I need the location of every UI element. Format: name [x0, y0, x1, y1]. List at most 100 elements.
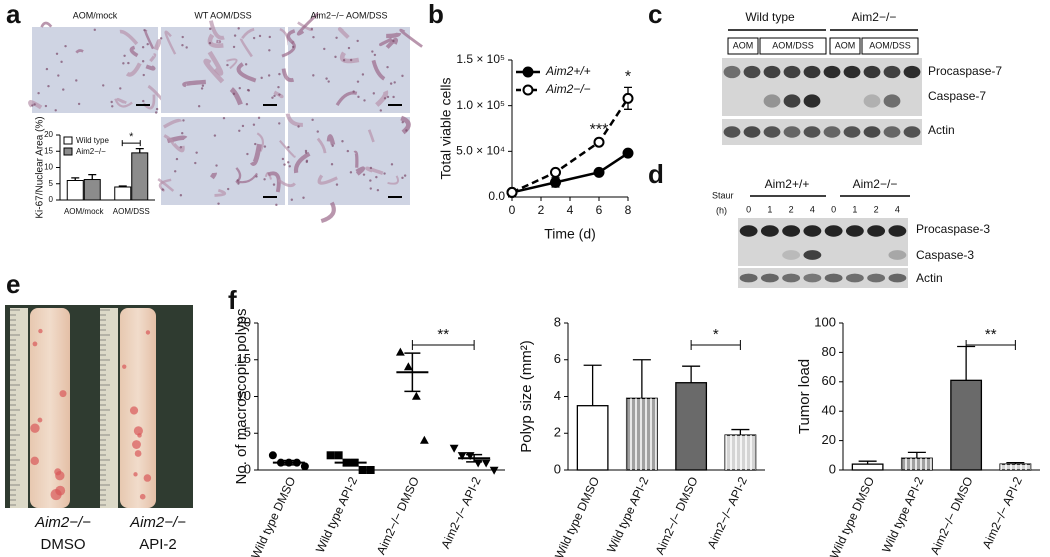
nucleus: [389, 82, 393, 85]
tissue: [267, 171, 281, 193]
error-bar: [907, 451, 926, 459]
blot-treatment: AOM/DSS: [869, 40, 911, 50]
bar: [675, 382, 708, 471]
nucleus: [185, 46, 188, 49]
blot: [738, 268, 908, 288]
bar: [131, 152, 149, 201]
x-tick-label: Wild type DMSO: [827, 475, 877, 557]
nucleus: [386, 65, 389, 69]
band: [845, 273, 864, 283]
nucleus: [263, 178, 266, 181]
nucleus: [278, 122, 281, 125]
image-title: AOM/mock: [73, 10, 118, 20]
y-tick-label: 2: [554, 425, 561, 440]
nucleus: [222, 116, 226, 120]
nucleus: [304, 149, 308, 153]
y-tick-label: 4: [554, 388, 561, 403]
tissue: [238, 172, 258, 184]
band: [783, 126, 801, 138]
polyp: [145, 330, 151, 335]
tissue: [385, 37, 398, 49]
blot-group: Aim2−/−: [852, 10, 897, 24]
error-bar: [632, 359, 651, 399]
tissue: [207, 50, 224, 76]
band: [723, 126, 741, 138]
tissue: [125, 62, 142, 77]
tissue: [353, 150, 359, 168]
y-tick-label: 8: [554, 314, 561, 329]
point: [358, 466, 367, 474]
nucleus: [327, 80, 330, 83]
tissue: [296, 12, 320, 36]
band: [763, 126, 781, 138]
blot-group: Aim2−/−: [853, 177, 898, 191]
x-tick-label: AOM/DSS: [113, 207, 150, 216]
significance-label: *: [625, 69, 631, 86]
nucleus: [246, 88, 250, 92]
significance-bracket: [690, 340, 741, 350]
blot-time: 0: [831, 204, 836, 214]
bar: [851, 463, 884, 471]
band: [723, 65, 741, 79]
nucleus: [271, 96, 274, 99]
tissue: [316, 137, 327, 154]
nucleus: [179, 146, 182, 149]
nucleus: [119, 87, 122, 90]
nucleus: [31, 104, 34, 107]
legend-label: Wild type: [76, 136, 109, 145]
band: [739, 273, 758, 283]
x-tick-label: Aim2−/− API-2: [980, 474, 1026, 550]
nucleus: [383, 172, 386, 175]
band: [823, 65, 841, 79]
nucleus: [200, 87, 204, 90]
x-tick-label: 4: [567, 203, 574, 217]
legend-marker: [522, 84, 534, 96]
nucleus: [213, 134, 217, 137]
tissue: [379, 37, 393, 47]
micrograph: [161, 117, 285, 205]
point: [622, 92, 634, 104]
band: [743, 126, 761, 138]
nucleus: [373, 53, 377, 57]
nucleus: [283, 163, 286, 166]
nucleus: [195, 151, 198, 154]
error-bar: [957, 345, 976, 381]
sem-bar: [280, 459, 297, 466]
tissue: [278, 139, 296, 158]
panel-label: a: [6, 0, 21, 29]
tissue: [163, 118, 182, 129]
nucleus: [232, 45, 236, 49]
nucleus: [93, 28, 96, 32]
y-tick-label: 0: [244, 461, 251, 476]
nucleus: [390, 163, 394, 166]
point: [506, 186, 518, 198]
error-bar: [135, 148, 144, 153]
y-tick-label: 20: [822, 432, 836, 447]
nucleus: [111, 105, 114, 108]
nucleus: [263, 145, 267, 148]
band: [739, 225, 758, 237]
tissue: [114, 98, 133, 108]
point: [395, 347, 405, 356]
nucleus: [311, 118, 314, 122]
x-tick-label: Wild type API-2: [604, 474, 651, 555]
point: [550, 176, 561, 188]
tissue: [326, 134, 336, 146]
nucleus: [244, 63, 248, 66]
tissue: [75, 49, 84, 54]
panel-label: c: [648, 0, 662, 29]
panel-label: b: [428, 0, 444, 29]
nucleus: [403, 174, 407, 177]
nucleus: [392, 95, 395, 99]
tissue: [281, 68, 295, 83]
tissue: [207, 33, 224, 49]
image-title: WT AOM/DSS: [194, 10, 251, 20]
polyp: [54, 468, 62, 476]
nucleus: [305, 159, 309, 162]
tissue: [400, 115, 411, 135]
point: [449, 444, 459, 453]
nucleus: [217, 202, 220, 205]
nucleus: [342, 59, 346, 62]
tissue: [182, 79, 206, 88]
point: [622, 147, 634, 159]
